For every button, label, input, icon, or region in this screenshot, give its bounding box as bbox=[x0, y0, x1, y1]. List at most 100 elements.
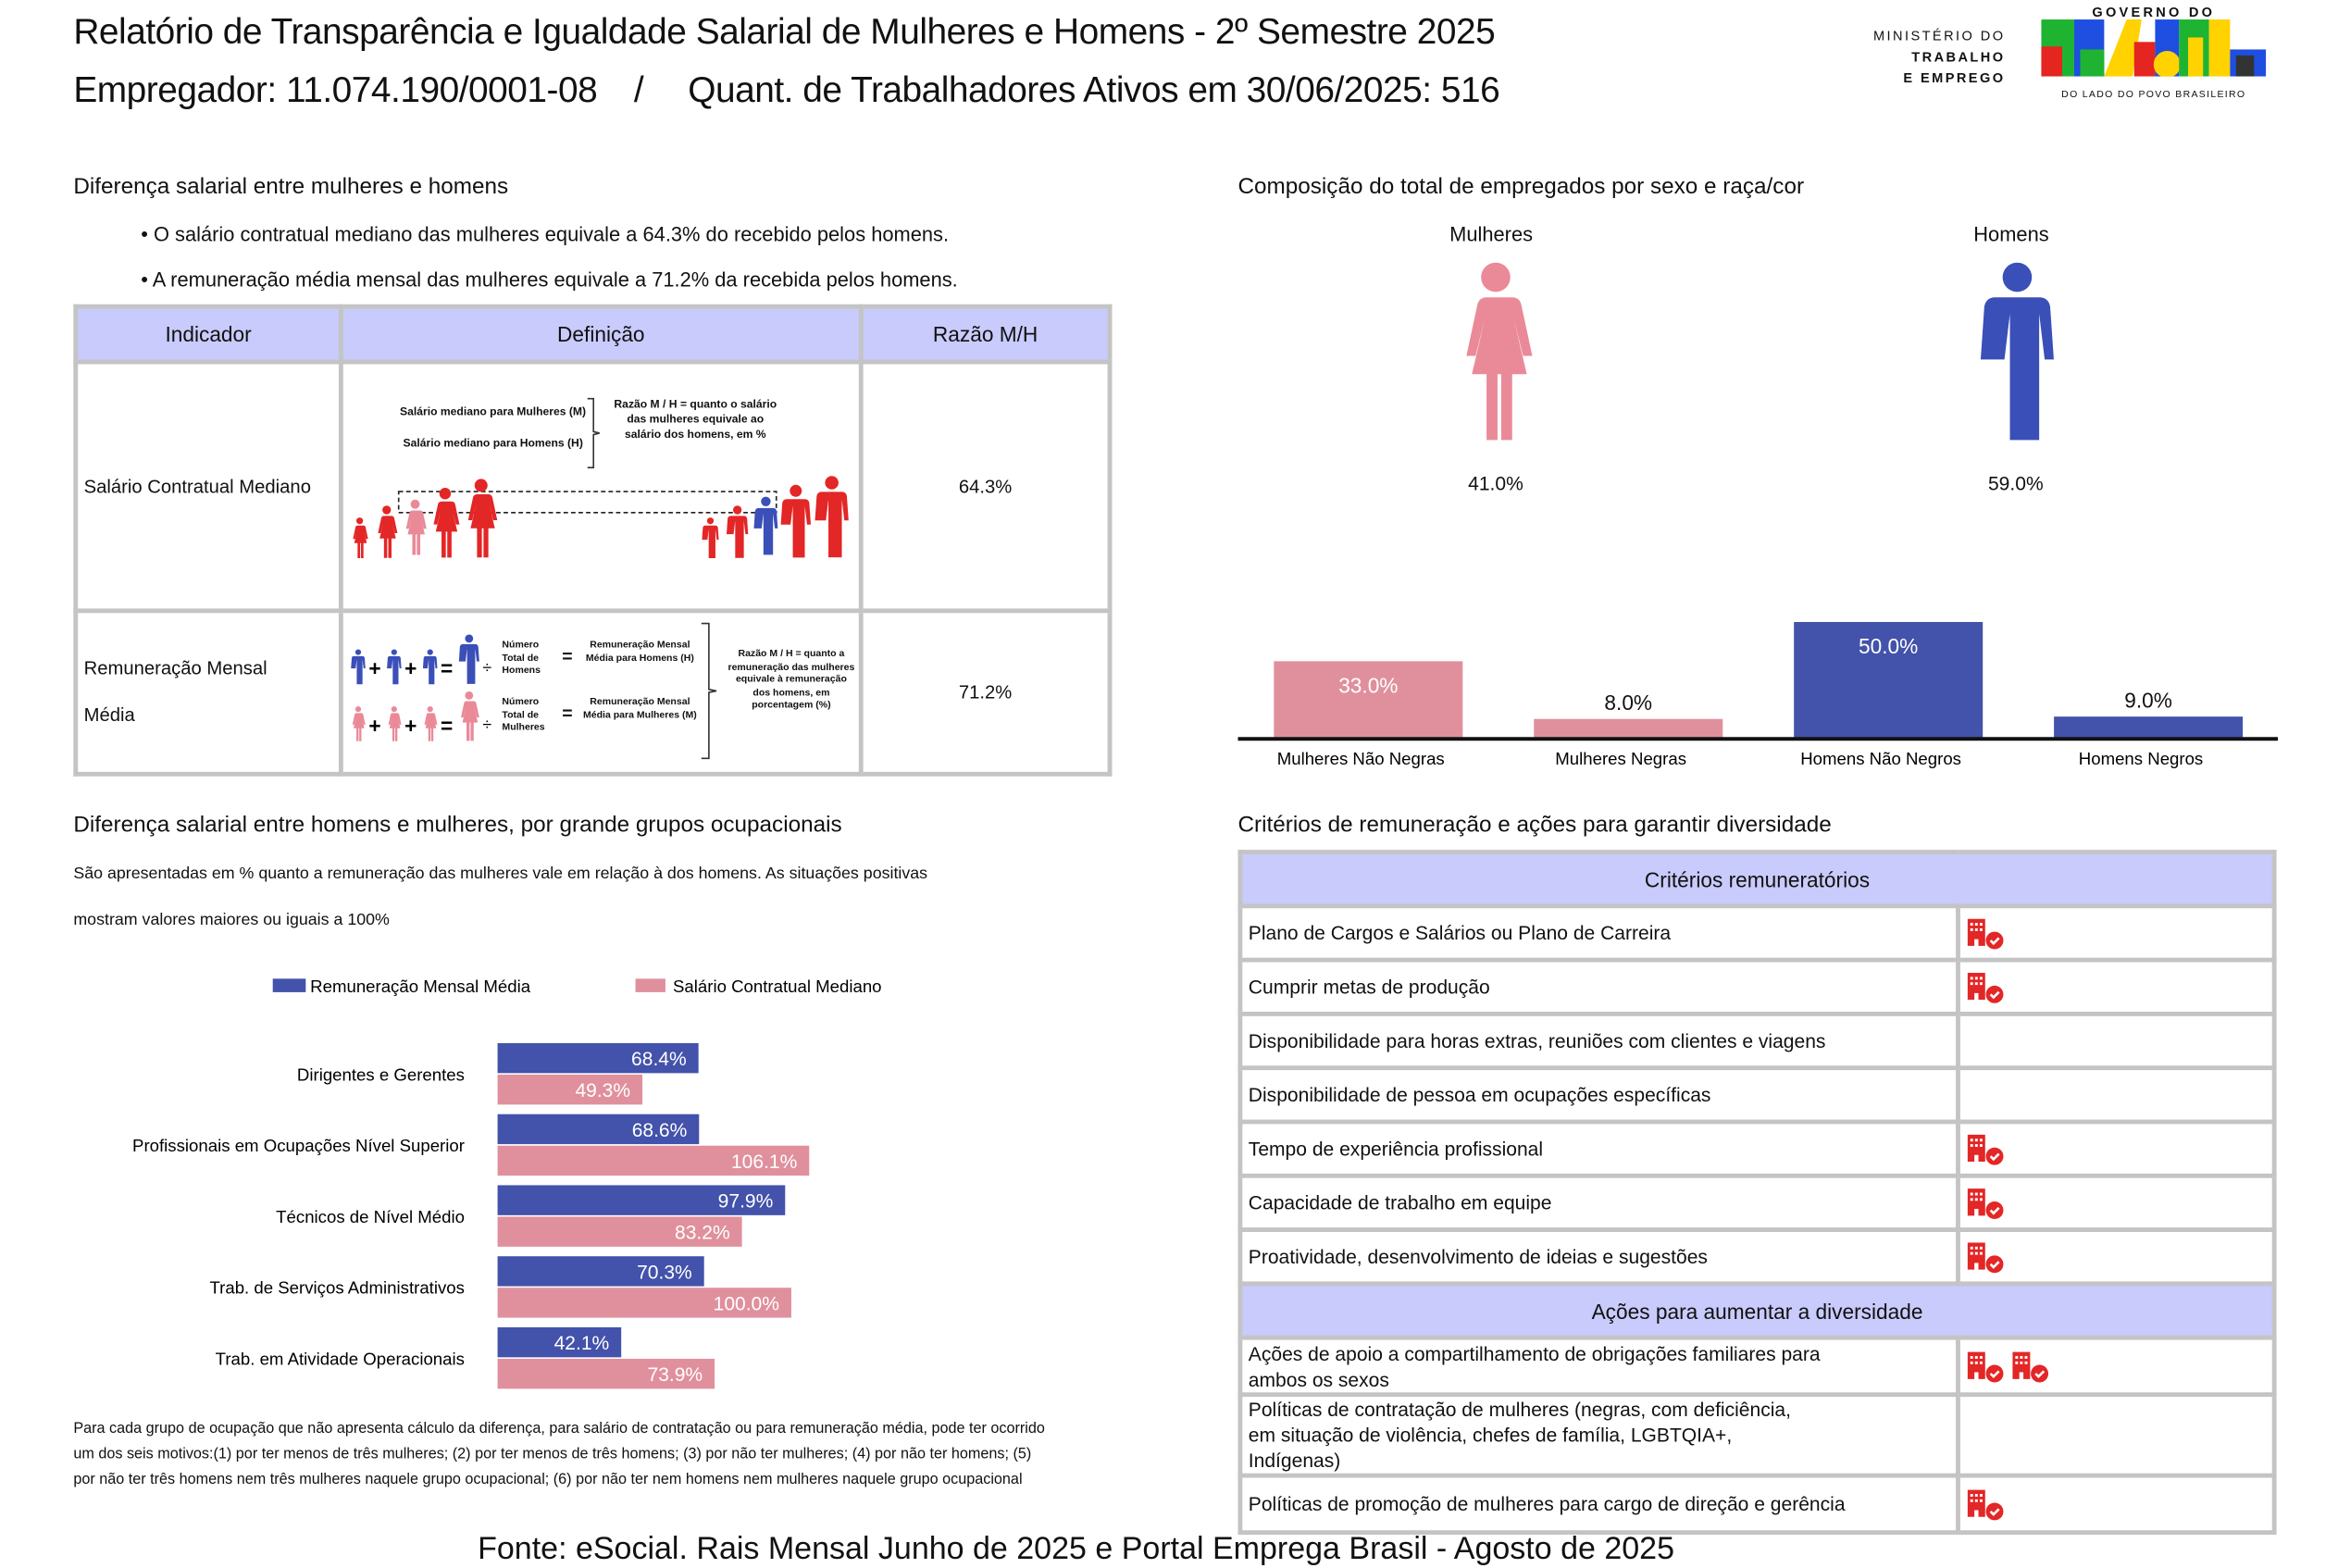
icon-cell bbox=[1956, 1011, 2277, 1071]
indicator-cell: Remuneração Mensal Média bbox=[73, 608, 343, 777]
brace-icon bbox=[587, 397, 600, 469]
criteria-label: Disponibilidade para horas extras, reuni… bbox=[1237, 1011, 1960, 1071]
icon-cell bbox=[1956, 1227, 2277, 1287]
svg-text:=: = bbox=[441, 714, 453, 738]
section-header-row: Critérios remuneratórios bbox=[1237, 850, 2277, 909]
bar-value-label: 106.1% bbox=[731, 1151, 797, 1173]
active-workers-count: Quant. de Trabalhadores Ativos em 30/06/… bbox=[688, 70, 1500, 111]
category-label: Mulheres Negras bbox=[1555, 749, 1686, 768]
legend-swatch bbox=[635, 978, 665, 992]
column-header: Razão M/H bbox=[858, 304, 1113, 365]
bar-value-label: 97.9% bbox=[718, 1191, 774, 1213]
composition-bar bbox=[2054, 716, 2244, 738]
occupation-bar bbox=[497, 1256, 704, 1287]
men-label: Homens bbox=[1973, 223, 2049, 246]
government-logo: GOVERNO DO DO LADO DO POVO BRASILEIRO bbox=[2041, 4, 2267, 101]
svg-text:+: + bbox=[368, 714, 380, 738]
women-label: Mulheres bbox=[1449, 223, 1534, 246]
bar-value-label: 68.4% bbox=[631, 1049, 687, 1070]
ministry-line: TRABALHO bbox=[1911, 49, 2006, 65]
ratio-value: 64.3% bbox=[858, 359, 1113, 614]
company-check-icon bbox=[1966, 970, 2007, 1003]
composition-bar bbox=[1794, 621, 1984, 738]
bullet-text: O salário contratual mediano das mulhere… bbox=[153, 223, 950, 246]
criteria-row: Ações de apoio a compartilhamento de obr… bbox=[1237, 1335, 2277, 1398]
icon-cell bbox=[1956, 1065, 2277, 1125]
composition-bar-chart: 33.0% Mulheres Não Negras 8.0% Mulheres Neg… bbox=[1237, 621, 2279, 768]
company-check-icon bbox=[1966, 1187, 2007, 1220]
bar-value-label: 83.2% bbox=[675, 1223, 730, 1244]
company-check-icon bbox=[1966, 1487, 2007, 1521]
svg-text:+: + bbox=[404, 656, 417, 680]
diagram-explanation: Razão M / H = quanto a remuneração das m… bbox=[728, 649, 855, 711]
occupation-bar bbox=[497, 1216, 742, 1247]
diagram-women-median: Salário mediano para Mulheres (M) bbox=[399, 404, 587, 418]
report-title: Relatório de Transparência e Igualdade S… bbox=[73, 11, 1496, 53]
people-sum-illustration: + + = ÷ + + = ÷ bbox=[351, 634, 491, 741]
criteria-row: Proatividade, desenvolvimento de ideias … bbox=[1237, 1227, 2277, 1287]
section-header-row: Ações para aumentar a diversidade bbox=[1237, 1281, 2277, 1340]
gov-tagline: DO LADO DO POVO BRASILEIRO bbox=[2061, 90, 2246, 101]
table-header-row: Indicador Definição Razão M/H bbox=[73, 304, 1113, 365]
icon-cell bbox=[1956, 1473, 2277, 1536]
bullet-item: • O salário contratual mediano das mulhe… bbox=[141, 223, 950, 246]
indicator-text: Remuneração Mensal bbox=[83, 657, 267, 679]
indicator-table: Indicador Definição Razão M/H Salário Co… bbox=[73, 304, 1113, 777]
salary-gap-title: Diferença salarial entre mulheres e home… bbox=[73, 173, 509, 200]
icon-cell bbox=[1956, 1335, 2277, 1398]
svg-text:÷: ÷ bbox=[482, 716, 491, 734]
table-row: Remuneração Mensal Média + + = ÷ + + bbox=[73, 608, 1113, 777]
criteria-title: Critérios de remuneração e ações para ga… bbox=[1237, 812, 1832, 839]
bar-value-label: 42.1% bbox=[554, 1333, 610, 1354]
header-separator: / bbox=[633, 70, 644, 111]
criteria-row: Tempo de experiência profissional bbox=[1237, 1119, 2277, 1178]
section-header: Ações para aumentar a diversidade bbox=[1237, 1281, 2277, 1340]
criteria-row: Plano de Cargos e Salários ou Plano de C… bbox=[1237, 903, 2277, 963]
indicator-cell: Salário Contratual Mediano bbox=[73, 359, 343, 614]
occupation-bar bbox=[497, 1074, 643, 1105]
column-header: Indicador bbox=[73, 304, 343, 365]
ratio-value: 71.2% bbox=[858, 608, 1113, 777]
company-check-icon bbox=[1966, 1350, 2007, 1383]
composition-title: Composição do total de empregados por se… bbox=[1237, 173, 1805, 200]
criteria-label: Plano de Cargos e Salários ou Plano de C… bbox=[1237, 903, 1960, 963]
section-header: Critérios remuneratórios bbox=[1237, 850, 2277, 909]
criteria-row: Capacidade de trabalho em equipe bbox=[1237, 1173, 2277, 1232]
diagram-explanation: Razão M / H = quanto o salário das mulhe… bbox=[614, 397, 777, 442]
criteria-row: Políticas de contratação de mulheres (ne… bbox=[1237, 1392, 2277, 1478]
men-result-label: Remuneração Mensal Média para Homens (H) bbox=[585, 640, 694, 664]
occupation-bar bbox=[497, 1326, 622, 1358]
brace-icon bbox=[701, 622, 717, 760]
table-row: Salário Contratual Mediano Salário media… bbox=[73, 359, 1113, 614]
criteria-row: Disponibilidade para horas extras, reuni… bbox=[1237, 1011, 2277, 1071]
criteria-row: Disponibilidade de pessoa em ocupações e… bbox=[1237, 1065, 2277, 1125]
occupation-bar bbox=[497, 1358, 715, 1389]
occupation-bar bbox=[497, 1114, 700, 1145]
company-check-icon bbox=[2011, 1350, 2052, 1383]
man-icon bbox=[1980, 262, 2054, 441]
occupational-description: São apresentadas em % quanto a remuneraç… bbox=[73, 865, 928, 883]
category-label: Mulheres Não Negras bbox=[1277, 749, 1445, 768]
svg-text:=: = bbox=[441, 656, 453, 680]
bar-value-label: 73.9% bbox=[648, 1364, 703, 1386]
legend-swatch bbox=[272, 978, 306, 992]
women-result-label: Remuneração Mensal Média para Mulheres (… bbox=[582, 696, 697, 721]
column-header: Definição bbox=[338, 304, 864, 365]
bar-value-label: 33.0% bbox=[1338, 673, 1398, 697]
svg-text:+: + bbox=[404, 714, 417, 738]
ministry-logo: MINISTÉRIO DO TRABALHO E EMPREGO bbox=[1844, 26, 2006, 89]
criteria-label: Ações de apoio a compartilhamento de obr… bbox=[1237, 1335, 1960, 1398]
definition-diagram-average: + + = ÷ + + = ÷ Número Total de Home bbox=[338, 608, 864, 777]
icon-cell bbox=[1956, 903, 2277, 963]
legend-label: Remuneração Mensal Média bbox=[310, 977, 531, 996]
occupation-bar bbox=[497, 1042, 699, 1074]
gov-top-text: GOVERNO DO bbox=[2092, 4, 2216, 20]
occupation-bar bbox=[497, 1145, 810, 1176]
category-label: Homens Negros bbox=[2079, 749, 2203, 768]
criteria-row: Políticas de promoção de mulheres para c… bbox=[1237, 1473, 2277, 1536]
criteria-label: Disponibilidade de pessoa em ocupações e… bbox=[1237, 1065, 1960, 1125]
definition-diagram-median: Salário mediano para Mulheres (M) Salári… bbox=[338, 359, 864, 614]
occupation-bar bbox=[497, 1185, 786, 1215]
diagram-men-median: Salário mediano para Homens (H) bbox=[403, 436, 583, 450]
bar-value-label: 50.0% bbox=[1859, 634, 1918, 658]
